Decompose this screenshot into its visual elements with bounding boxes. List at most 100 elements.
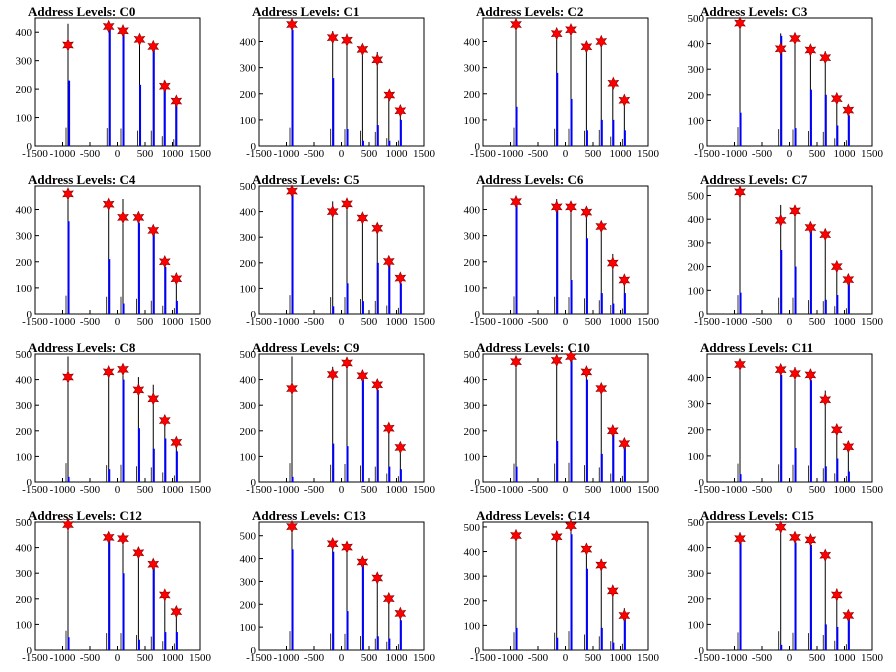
- y-tick-label: 200: [240, 426, 257, 438]
- star-marker: [550, 26, 563, 41]
- x-tick-label: 0: [339, 484, 345, 496]
- star-marker: [394, 271, 407, 285]
- chart-panel-11: -1500 -1000 -500 0 500 1000 1500 0 100 200 300 400 A…: [672, 336, 896, 504]
- y-tick-label: 400: [16, 27, 33, 39]
- star-marker: [117, 531, 129, 546]
- y-tick-label: 400: [240, 37, 257, 49]
- star-marker: [170, 94, 183, 108]
- chart-title: Address Levels: C7: [700, 172, 808, 187]
- x-tick-label: 1000: [834, 148, 857, 160]
- chart-panel-9: -1500 -1000 -500 0 500 1000 1500 0 100 200 300 400 5…: [224, 336, 448, 504]
- axes-frame: [258, 521, 425, 651]
- axes-frame: [34, 17, 201, 147]
- star-marker: [804, 533, 817, 547]
- star-marker: [595, 381, 608, 396]
- y-tick-label: 400: [688, 373, 705, 385]
- x-tick-label: -500: [80, 316, 101, 328]
- x-tick-label: -1500: [22, 316, 48, 328]
- star-marker: [286, 519, 298, 534]
- x-tick-label: -1000: [274, 652, 300, 664]
- star-marker: [147, 392, 160, 406]
- x-tick-label: 0: [115, 148, 121, 160]
- star-marker: [170, 271, 183, 286]
- chart-panel-7: -1500 -1000 -500 0 500 1000 1500 0 100 200 300 400 5…: [672, 168, 896, 336]
- star-marker: [606, 584, 619, 598]
- chart-title: Address Levels: C8: [28, 340, 136, 355]
- star-marker: [371, 571, 384, 585]
- star-marker: [789, 366, 801, 381]
- star-marker: [789, 31, 801, 46]
- star-marker: [734, 185, 746, 199]
- star-marker: [394, 606, 407, 621]
- y-tick-label: 400: [464, 547, 481, 559]
- star-marker: [132, 210, 145, 225]
- star-marker: [565, 518, 577, 533]
- y-tick-label: 100: [16, 619, 33, 631]
- star-marker: [62, 517, 74, 532]
- x-tick-label: 500: [809, 652, 826, 664]
- x-tick-label: 500: [361, 316, 378, 328]
- star-marker: [158, 588, 171, 602]
- x-tick-label: 1500: [861, 316, 884, 328]
- y-tick-label: 500: [464, 522, 481, 534]
- x-tick-label: 500: [809, 316, 826, 328]
- star-marker: [341, 197, 353, 211]
- x-tick-label: -500: [80, 148, 101, 160]
- y-tick-label: 400: [464, 375, 481, 387]
- chart-panel-8: -1500 -1000 -500 0 500 1000 1500 0 100 200 300 400 5…: [0, 336, 224, 504]
- y-tick-label: 400: [240, 375, 257, 387]
- y-tick-label: 200: [240, 258, 257, 270]
- chart-svg: -1500 -1000 -500 0 500 1000 1500 0 100 200 300 400 5…: [688, 185, 884, 328]
- x-tick-label: -1500: [694, 652, 720, 664]
- x-tick-label: -500: [304, 484, 325, 496]
- x-tick-label: -1500: [694, 484, 720, 496]
- y-tick-label: 200: [688, 425, 705, 437]
- star-marker: [102, 365, 115, 379]
- y-tick-label: 400: [240, 554, 257, 566]
- x-tick-label: 1500: [189, 148, 212, 160]
- x-tick-label: 500: [585, 652, 602, 664]
- star-marker: [618, 608, 631, 623]
- chart-title: Address Levels: C12: [28, 508, 142, 523]
- chart-svg: -1500 -1000 -500 0 500 1000 1500 0 100 200 300 400 5…: [240, 519, 436, 664]
- y-tick-label: 0: [699, 477, 705, 489]
- star-marker: [606, 424, 619, 438]
- x-tick-label: 1500: [637, 652, 660, 664]
- x-tick-label: -1000: [50, 316, 76, 328]
- x-tick-label: 1500: [861, 148, 884, 160]
- chart-panel-5: -1500 -1000 -500 0 500 1000 1500 0 100 200 300 400 5…: [224, 168, 448, 336]
- y-tick-label: 0: [27, 477, 33, 489]
- x-tick-label: 0: [787, 148, 793, 160]
- star-marker: [341, 33, 353, 47]
- y-tick-label: 100: [464, 620, 481, 632]
- star-marker: [382, 591, 395, 606]
- y-tick-label: 0: [251, 645, 257, 657]
- star-marker: [117, 362, 129, 377]
- star-marker: [356, 42, 369, 57]
- y-tick-label: 100: [16, 451, 33, 463]
- chart-panel-6: -1500 -1000 -500 0 500 1000 1500 0 100 200 300 400 A…: [448, 168, 672, 336]
- y-tick-label: 100: [240, 283, 257, 295]
- y-tick-label: 200: [16, 257, 33, 269]
- x-tick-label: -1500: [694, 148, 720, 160]
- y-tick-label: 200: [464, 89, 481, 101]
- star-marker: [550, 530, 563, 544]
- y-tick-label: 0: [699, 645, 705, 657]
- y-tick-label: 400: [688, 39, 705, 51]
- star-marker: [734, 16, 746, 30]
- star-marker: [132, 545, 145, 560]
- x-tick-label: -500: [80, 484, 101, 496]
- y-tick-label: 300: [16, 400, 33, 412]
- x-tick-label: 1000: [386, 316, 409, 328]
- x-tick-label: 0: [115, 484, 121, 496]
- x-tick-label: 1000: [610, 148, 633, 160]
- y-tick-label: 300: [240, 232, 257, 244]
- x-tick-label: 1000: [610, 652, 633, 664]
- star-marker: [819, 227, 832, 242]
- chart-svg: -1500 -1000 -500 0 500 1000 1500 0 100 200 300 400: [464, 17, 660, 160]
- star-marker: [356, 211, 369, 225]
- x-tick-label: -500: [752, 484, 773, 496]
- x-tick-label: 0: [339, 148, 345, 160]
- star-marker: [618, 273, 631, 287]
- y-tick-label: 400: [240, 207, 257, 219]
